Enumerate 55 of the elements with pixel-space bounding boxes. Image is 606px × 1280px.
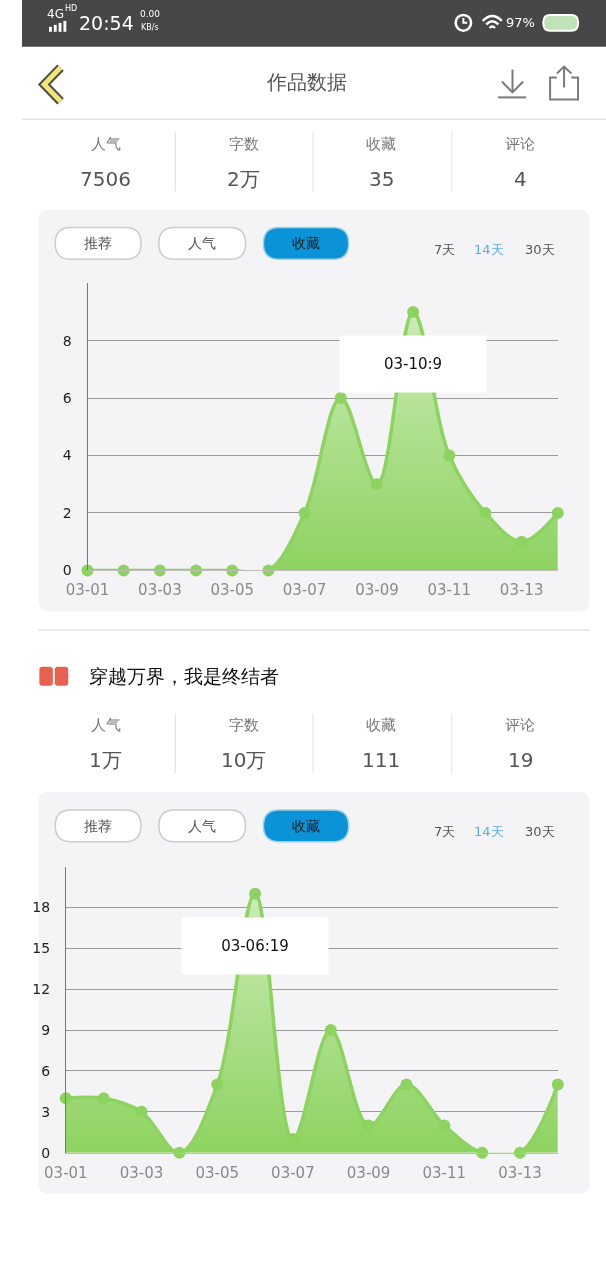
- annotation: 03-06:19: [221, 937, 289, 955]
- text: 评论: [505, 135, 535, 153]
- text: 人气: [91, 716, 121, 734]
- y-tick-label: 18: [32, 899, 51, 916]
- text: 收藏: [366, 716, 396, 734]
- point: [249, 887, 262, 900]
- x-tick-label: 03-11: [422, 1163, 467, 1182]
- y-tick-label: 9: [41, 1021, 51, 1038]
- text: 人气: [188, 818, 216, 834]
- text: 20:54: [79, 12, 134, 34]
- text: 字数: [229, 135, 259, 153]
- point: [438, 1119, 451, 1132]
- text: KB/s: [141, 23, 159, 32]
- text: 字数: [229, 716, 259, 734]
- x-tick-label: 03-07: [271, 1163, 315, 1182]
- x-tick-label: 03-03: [119, 1163, 164, 1182]
- point: [135, 1105, 148, 1118]
- text: 评论: [505, 716, 535, 734]
- text: 35: [369, 167, 395, 191]
- text: 收藏: [366, 135, 396, 153]
- text: 0.00: [140, 9, 161, 19]
- text: 14天: [474, 824, 504, 839]
- point: [211, 1078, 224, 1091]
- point: [551, 506, 564, 519]
- point: [400, 1078, 413, 1091]
- text: 111: [362, 748, 401, 772]
- text: 4G: [47, 7, 64, 21]
- text: 穿越万界，我是终结者: [89, 665, 279, 687]
- point: [551, 1078, 564, 1091]
- x-tick-label: 03-09: [346, 1163, 391, 1182]
- text: 97%: [506, 15, 535, 30]
- y-tick-label: 15: [32, 940, 51, 957]
- text: 收藏: [292, 818, 320, 834]
- x-tick-label: 03-13: [498, 1163, 542, 1182]
- y-tick-label: 3: [41, 1103, 51, 1120]
- y-tick-label: 12: [32, 981, 51, 998]
- text: 7天: [434, 824, 456, 839]
- text: 4: [514, 167, 527, 191]
- y-tick-label: 0: [41, 1144, 51, 1161]
- y-tick-label: 6: [41, 1062, 51, 1079]
- text: HD: [65, 4, 78, 13]
- text: 作品数据: [266, 70, 347, 94]
- point: [97, 1092, 110, 1105]
- text: 30天: [525, 824, 555, 839]
- text: 10万: [221, 748, 267, 772]
- text: 19: [508, 748, 534, 772]
- text: 7506: [80, 167, 131, 191]
- x-tick-label: 03-01: [44, 1163, 88, 1182]
- point: [362, 1119, 375, 1132]
- text: 2万: [227, 167, 260, 191]
- text: 1万: [89, 748, 122, 772]
- x-tick-label: 03-05: [195, 1163, 240, 1182]
- text: 人气: [91, 135, 121, 153]
- text: 推荐: [84, 818, 112, 834]
- point: [324, 1024, 337, 1037]
